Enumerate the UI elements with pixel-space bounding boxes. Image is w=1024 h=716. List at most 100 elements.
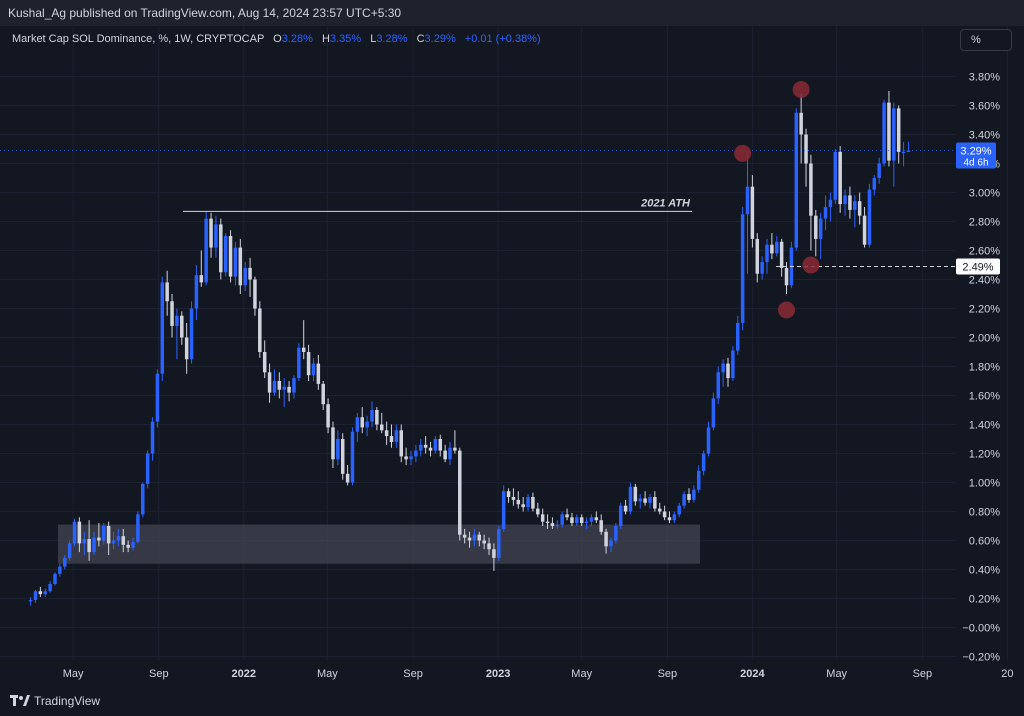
x-tick-label: Sep	[658, 668, 678, 680]
candle-body	[648, 497, 652, 503]
candle-body	[765, 244, 769, 263]
candle-body	[297, 347, 301, 379]
candle-body	[331, 427, 335, 460]
footer	[0, 690, 1024, 716]
candle-body	[102, 526, 106, 541]
support-zone	[58, 524, 700, 564]
candle-body	[272, 381, 277, 393]
candle-body	[867, 189, 872, 245]
candle-body	[448, 447, 452, 460]
grid	[0, 26, 1008, 660]
candle-body	[760, 262, 764, 274]
candle-body	[560, 514, 564, 525]
candle-body	[775, 241, 779, 254]
candle-body	[277, 381, 282, 390]
candle-body	[160, 282, 165, 374]
candle-body	[223, 236, 228, 273]
candle-body	[657, 508, 662, 512]
tradingview-brand[interactable]: TradingView	[10, 694, 100, 708]
candle-body	[857, 201, 862, 216]
candle-body	[662, 511, 667, 518]
candle-body	[482, 540, 486, 544]
candle-body	[887, 102, 891, 161]
candle-body	[462, 534, 467, 538]
candle-body	[306, 352, 311, 376]
x-tick-label: 2022	[232, 668, 256, 680]
open-value: 3.28%	[281, 33, 313, 45]
x-tick-label: 2023	[486, 668, 510, 680]
candle-body	[121, 536, 126, 545]
candle-body	[828, 199, 833, 207]
candle-body	[487, 543, 491, 550]
candle-body	[165, 282, 169, 302]
candle-body	[750, 186, 755, 239]
candle-body	[384, 430, 389, 437]
publisher-text: Kushal_Ag published on TradingView.com, …	[8, 6, 402, 20]
candle-body	[219, 224, 223, 273]
candle-body	[58, 566, 62, 574]
candle-body	[531, 497, 535, 509]
candle-body	[584, 521, 589, 524]
candle-body	[862, 215, 867, 245]
candle-body	[872, 178, 877, 190]
candle-body	[809, 163, 813, 216]
candle-body	[745, 186, 750, 215]
candle-body	[292, 378, 296, 393]
ath-label: 2021 ATH	[640, 197, 691, 209]
low-label: L	[370, 33, 377, 45]
candle-body	[253, 279, 257, 309]
candle-body	[779, 241, 784, 268]
candle-body	[804, 134, 808, 164]
candle-body	[126, 544, 130, 548]
x-tick-label: May	[63, 668, 84, 680]
y-tick-label: 2.60%	[969, 246, 1000, 258]
y-tick-label: 2.80%	[969, 217, 1000, 229]
y-tick-label: 0.40%	[969, 565, 1000, 577]
candle-body	[877, 163, 881, 178]
percent-scale-button[interactable]: %	[960, 29, 1012, 51]
candle-body	[389, 436, 394, 442]
chart-frame	[0, 26, 1024, 690]
candle-body	[145, 453, 150, 484]
candle-body	[170, 301, 174, 326]
candle-body	[736, 323, 740, 351]
candle-body	[575, 517, 579, 524]
symbol-title: Market Cap SOL Dominance, %, 1W, CRYPTOC…	[12, 33, 265, 45]
candle-body	[423, 444, 428, 448]
candle-body	[43, 591, 47, 595]
candle-body	[672, 514, 677, 521]
candle-body	[116, 536, 121, 541]
candle-body	[843, 195, 847, 205]
candle-body	[526, 497, 530, 508]
candle-body	[521, 504, 525, 508]
y-tick-label: 1.40%	[969, 420, 1000, 432]
candle-body	[716, 372, 720, 399]
candle-body	[896, 108, 901, 152]
brand-name: TradingView	[34, 694, 101, 708]
x-tick-label: May	[571, 668, 592, 680]
candle-body	[48, 584, 52, 592]
candle-body	[336, 439, 340, 460]
candle-body	[628, 486, 633, 512]
candle-body	[823, 207, 828, 219]
candle-body	[228, 236, 233, 277]
candle-body	[92, 537, 96, 553]
candle-body	[706, 427, 711, 454]
price-axis[interactable]: 3.80%3.60%3.40%3.20%3.00%2.80%2.60%2.40%…	[956, 72, 1000, 664]
candle-body	[516, 499, 521, 505]
candle-body	[399, 430, 403, 457]
candle-body	[906, 150, 911, 152]
time-axis[interactable]: May Sep 2022 May Sep 2023 May Sep 2024 May Sep 20	[63, 668, 1014, 680]
x-tick-label: Sep	[913, 668, 933, 680]
symbol-legend[interactable]: Market Cap SOL Dominance, %, 1W, CRYPTOC…	[12, 33, 541, 45]
candle-body	[287, 386, 291, 393]
candle-body	[394, 430, 399, 442]
candle-body	[833, 151, 838, 200]
last-price-label: 3.29%	[960, 145, 991, 157]
swing-marker	[778, 301, 796, 319]
candle-body	[799, 112, 803, 135]
candle-body	[892, 108, 896, 161]
candle-body	[453, 447, 457, 451]
candle-body	[696, 470, 701, 490]
